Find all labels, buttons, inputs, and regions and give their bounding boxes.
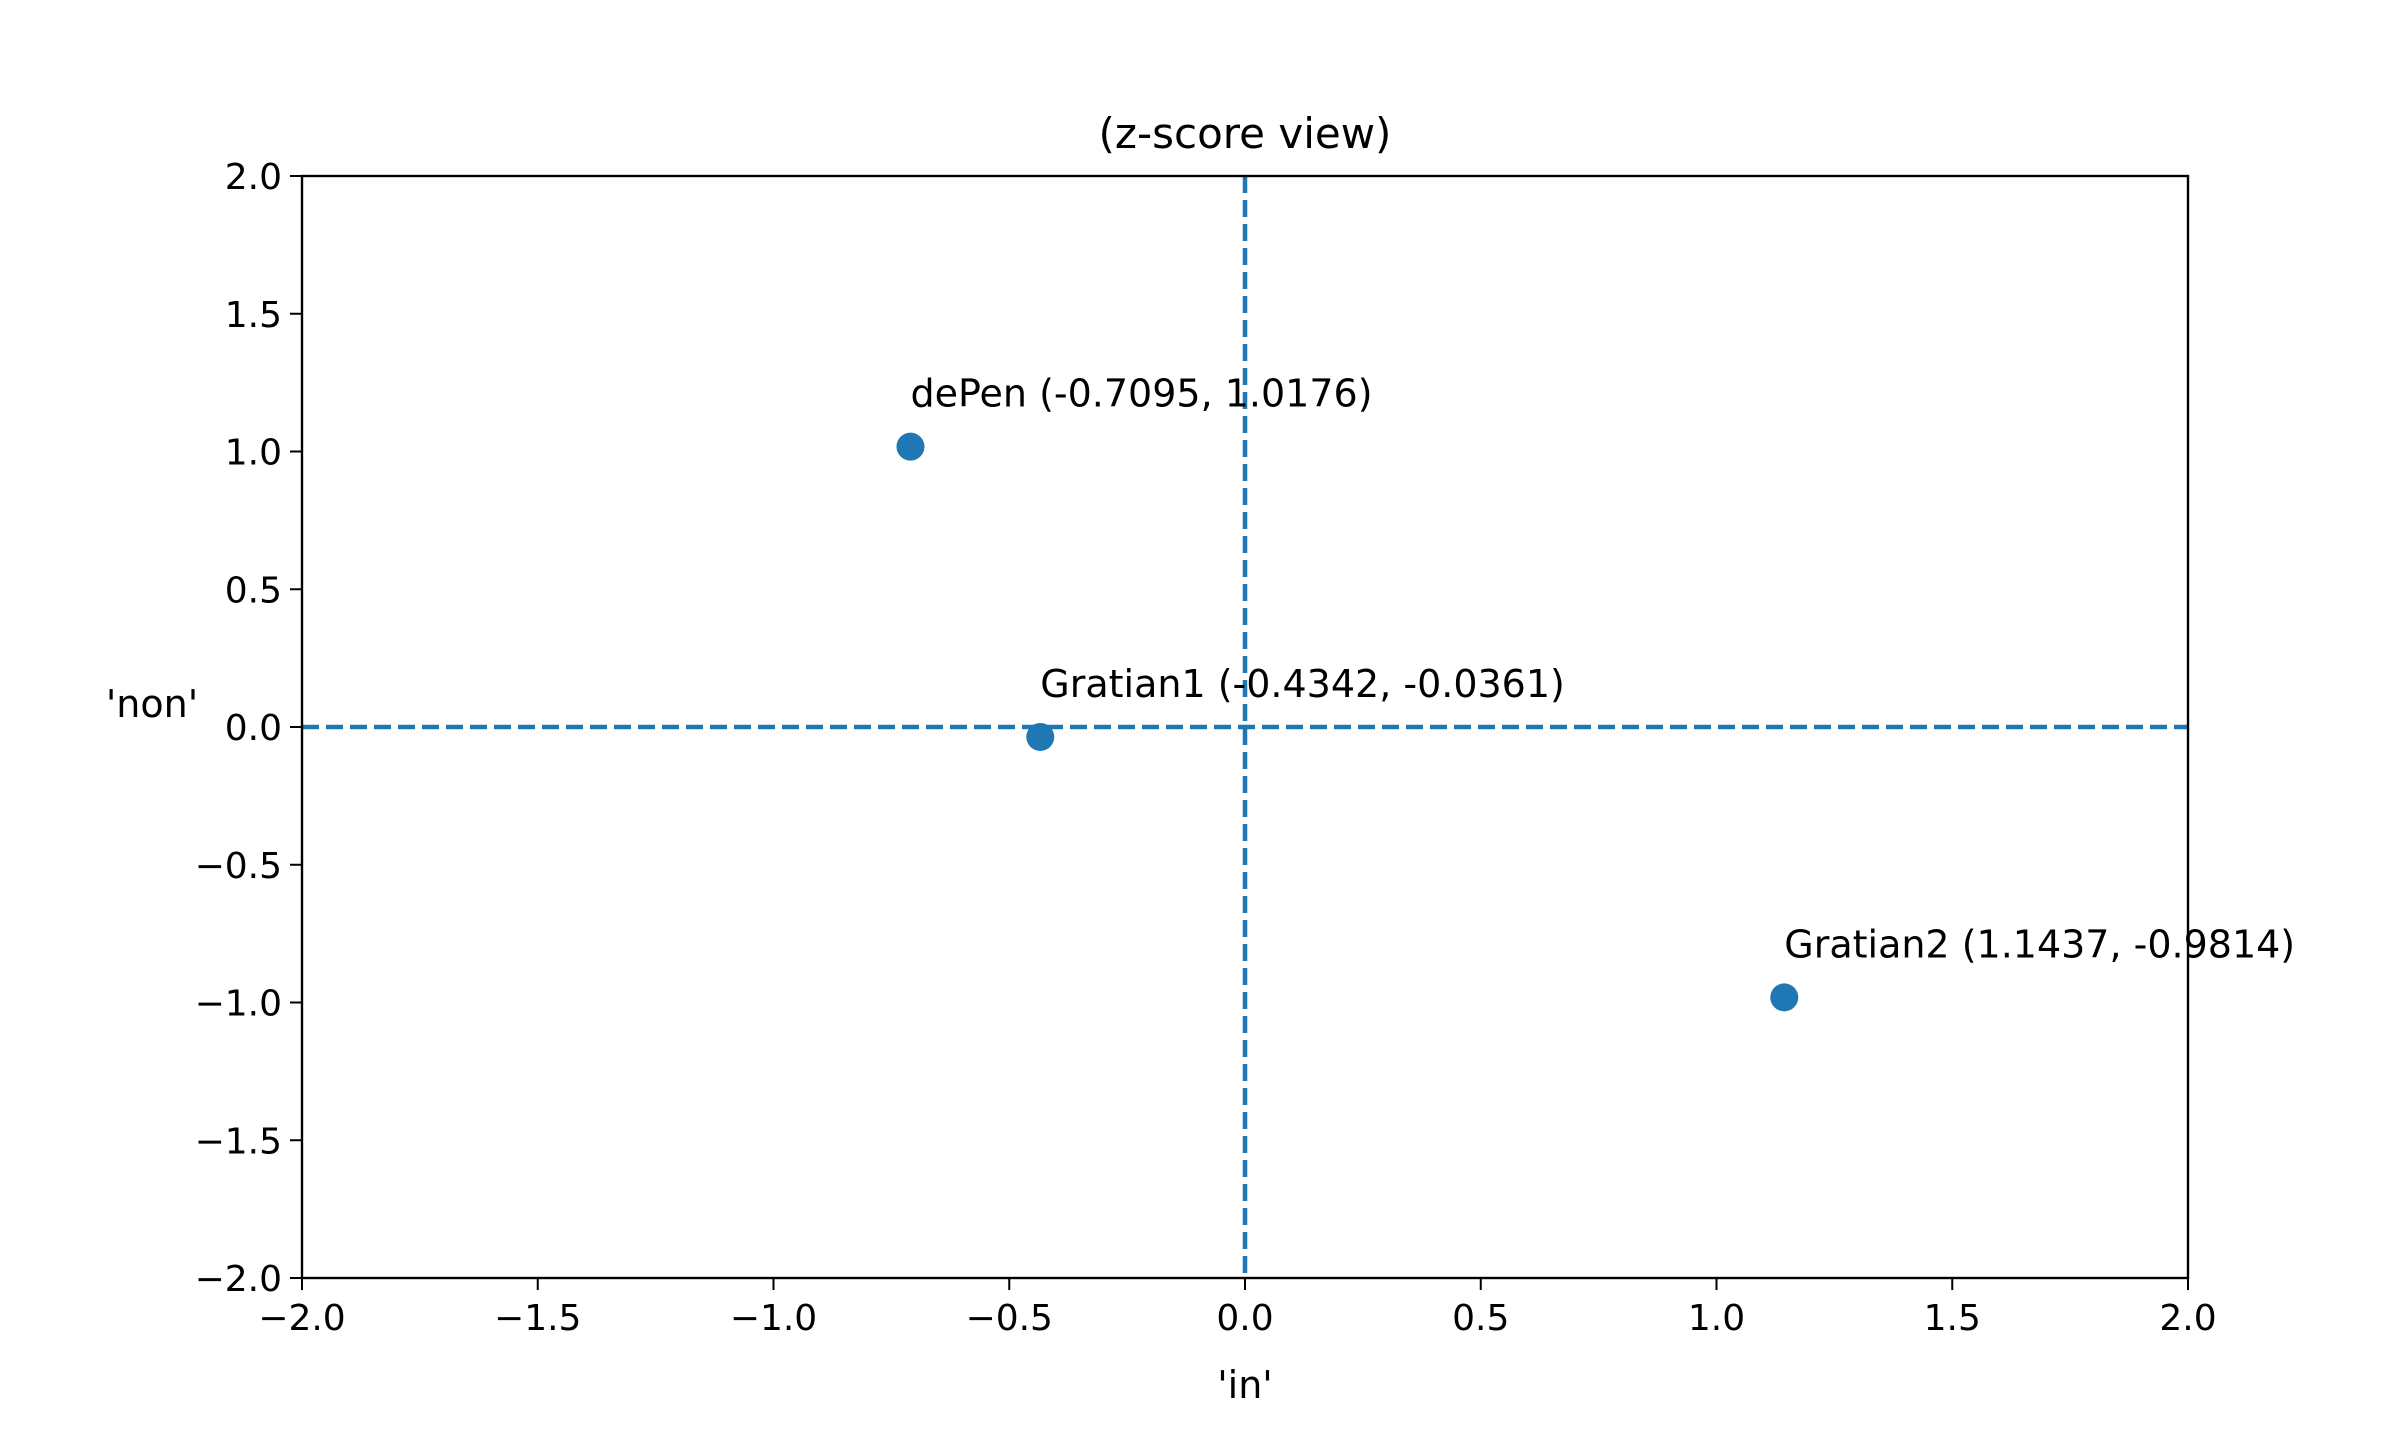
data-point bbox=[896, 432, 925, 461]
y-axis-label: 'non' bbox=[106, 682, 198, 726]
x-tick-label: −0.5 bbox=[966, 1298, 1053, 1339]
point-labels: dePen (-0.7095, 1.0176) Gratian1 (-0.4342… bbox=[910, 372, 2295, 967]
x-tick-label: −1.0 bbox=[730, 1298, 817, 1339]
y-tick-label: 1.0 bbox=[225, 433, 282, 474]
y-tick-label: −1.0 bbox=[195, 984, 282, 1025]
y-tick-label: 1.5 bbox=[225, 295, 282, 336]
x-tick-label: 0.5 bbox=[1452, 1298, 1509, 1339]
y-tick-label: −2.0 bbox=[195, 1259, 282, 1300]
y-tick-label: 2.0 bbox=[225, 157, 282, 198]
chart-title: (z-score view) bbox=[1099, 109, 1392, 158]
y-axis-ticks: −2.0 −1.5 −1.0 −0.5 0.0 0.5 1.0 1.5 2.0 bbox=[195, 157, 302, 1300]
x-tick-label: −1.5 bbox=[494, 1298, 581, 1339]
y-tick-label: 0.0 bbox=[225, 708, 282, 749]
data-point-label: Gratian2 (1.1437, -0.9814) bbox=[1784, 922, 2295, 966]
data-points bbox=[896, 432, 1799, 1012]
x-axis-ticks: −2.0 −1.5 −1.0 −0.5 0.0 0.5 1.0 1.5 2.0 bbox=[258, 1278, 2217, 1339]
data-point bbox=[1770, 983, 1799, 1012]
x-tick-label: −2.0 bbox=[258, 1298, 345, 1339]
y-tick-label: −0.5 bbox=[195, 846, 282, 887]
y-tick-label: 0.5 bbox=[225, 570, 282, 611]
x-tick-label: 0.0 bbox=[1216, 1298, 1273, 1339]
x-tick-label: 1.0 bbox=[1688, 1298, 1745, 1339]
x-tick-label: 2.0 bbox=[2159, 1298, 2216, 1339]
data-point-label: dePen (-0.7095, 1.0176) bbox=[910, 372, 1372, 416]
data-point bbox=[1026, 722, 1055, 751]
y-tick-label: −1.5 bbox=[195, 1121, 282, 1162]
reference-lines bbox=[302, 176, 2188, 1278]
data-point-label: Gratian1 (-0.4342, -0.0361) bbox=[1040, 662, 1565, 706]
x-axis-label: 'in' bbox=[1217, 1363, 1273, 1407]
x-tick-label: 1.5 bbox=[1924, 1298, 1981, 1339]
